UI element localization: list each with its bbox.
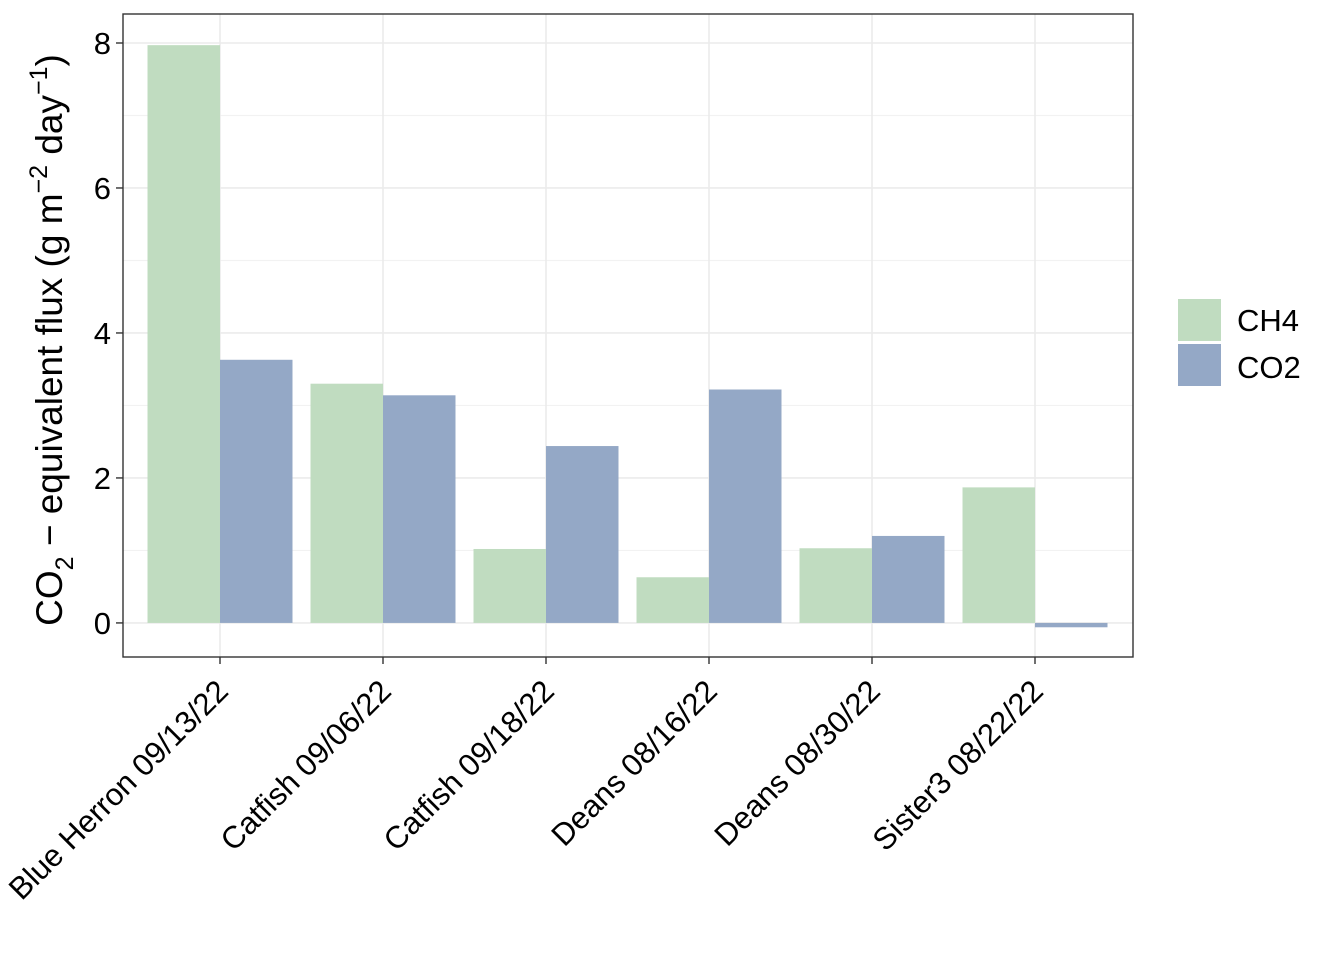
bar-co2 bbox=[383, 395, 456, 623]
bar-ch4 bbox=[473, 548, 546, 623]
y-axis-title-middle: − equivalent flux (g m bbox=[29, 193, 70, 556]
y-tick-label: 4 bbox=[94, 316, 111, 351]
bar-co2 bbox=[1035, 622, 1108, 628]
bar-co2 bbox=[220, 359, 293, 623]
bar-ch4 bbox=[310, 383, 383, 623]
bar-co2 bbox=[872, 535, 945, 623]
plot-border bbox=[122, 13, 1134, 658]
x-tick-label: Catfish 09/06/22 bbox=[214, 673, 398, 857]
bars bbox=[147, 45, 1108, 628]
y-axis-title-middle-2: day bbox=[29, 94, 70, 164]
bar-ch4 bbox=[636, 577, 709, 623]
bar-ch4 bbox=[799, 548, 872, 623]
y-tick-label: 0 bbox=[94, 606, 111, 641]
y-axis-title-superscript-1: −2 bbox=[25, 165, 53, 194]
y-axis-title: CO2 − equivalent flux (g m−2 day−1) bbox=[25, 54, 79, 626]
legend-key-co2 bbox=[1178, 344, 1221, 386]
y-axis: 0 2 4 6 8 bbox=[94, 26, 123, 641]
y-axis-title-superscript-2: −1 bbox=[25, 66, 53, 95]
y-tick-label: 8 bbox=[94, 26, 111, 61]
legend-label-co2: CO2 bbox=[1237, 350, 1301, 385]
x-tick-label: Sister3 08/22/22 bbox=[866, 673, 1050, 857]
x-tick-label: Blue Herron 09/13/22 bbox=[2, 673, 235, 906]
bar-co2 bbox=[546, 446, 619, 623]
legend-label-ch4: CH4 bbox=[1237, 303, 1299, 338]
y-axis-title-suffix: ) bbox=[29, 54, 70, 66]
bar-co2 bbox=[709, 389, 782, 623]
bar-ch4 bbox=[147, 45, 220, 623]
y-tick-label: 6 bbox=[94, 171, 111, 206]
legend: CH4 CO2 bbox=[1178, 299, 1301, 386]
x-tick-label: Deans 08/30/22 bbox=[707, 673, 887, 853]
y-axis-title-prefix: CO bbox=[29, 570, 70, 626]
y-tick-label: 2 bbox=[94, 461, 111, 496]
x-tick-label: Catfish 09/18/22 bbox=[377, 673, 561, 857]
bar-ch4 bbox=[962, 487, 1035, 623]
legend-key-ch4 bbox=[1178, 299, 1221, 341]
x-tick-label: Deans 08/16/22 bbox=[544, 673, 724, 853]
y-axis-title-subscript: 2 bbox=[51, 556, 79, 570]
